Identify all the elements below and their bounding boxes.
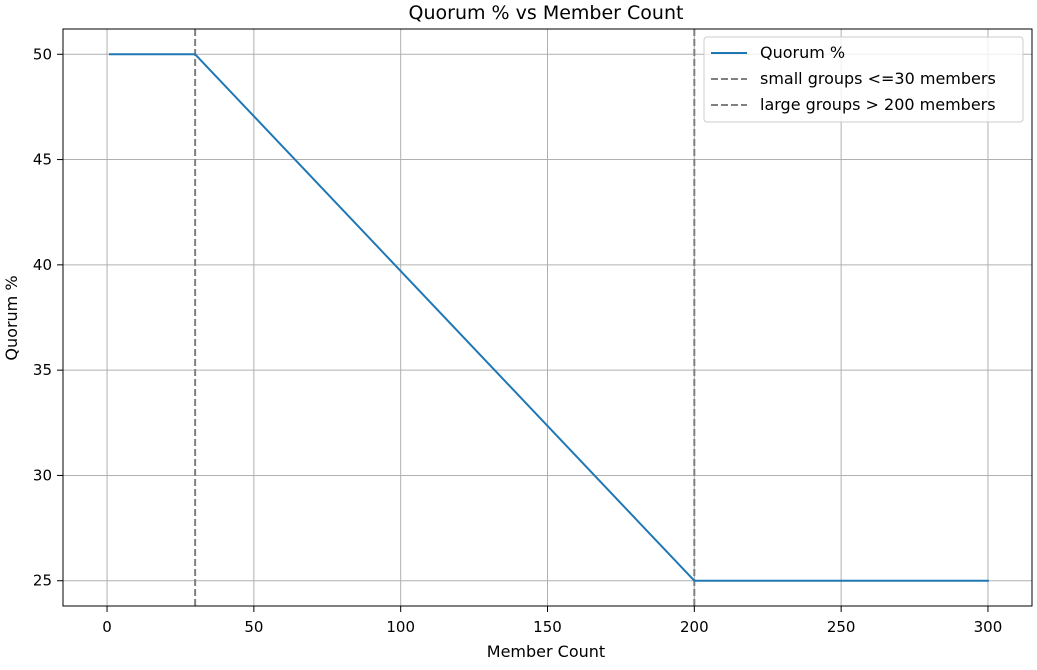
y-tick-label: 50 xyxy=(33,45,52,63)
legend-label: small groups <=30 members xyxy=(760,69,996,88)
x-tick-label: 100 xyxy=(386,618,415,636)
x-tick-label: 150 xyxy=(533,618,562,636)
y-tick-label: 35 xyxy=(33,361,52,379)
x-axis-ticks: 0 50 100 150 200 250 300 xyxy=(102,606,1002,636)
y-tick-label: 25 xyxy=(33,572,52,590)
y-axis-label: Quorum % xyxy=(2,275,21,360)
reference-lines xyxy=(194,29,696,606)
legend: Quorum % small groups <=30 members large g… xyxy=(703,36,1024,123)
x-tick-label: 250 xyxy=(827,618,856,636)
legend-box xyxy=(703,36,1024,123)
x-tick-label: 50 xyxy=(244,618,263,636)
chart-title: Quorum % vs Member Count xyxy=(409,2,684,24)
legend-label: large groups > 200 members xyxy=(760,95,996,114)
x-tick-label: 200 xyxy=(680,618,709,636)
y-tick-label: 45 xyxy=(33,151,52,169)
x-tick-label: 300 xyxy=(974,618,1003,636)
legend-entries: Quorum % small groups <=30 members large g… xyxy=(711,43,996,114)
legend-label: Quorum % xyxy=(760,43,845,62)
series-lines xyxy=(108,53,989,582)
series-line xyxy=(108,53,989,582)
y-axis-ticks: 25 30 35 40 45 50 xyxy=(33,45,63,590)
x-axis-label: Member Count xyxy=(487,642,605,661)
y-tick-label: 30 xyxy=(33,466,52,484)
x-tick-label: 0 xyxy=(102,618,112,636)
y-tick-label: 40 xyxy=(33,256,52,274)
